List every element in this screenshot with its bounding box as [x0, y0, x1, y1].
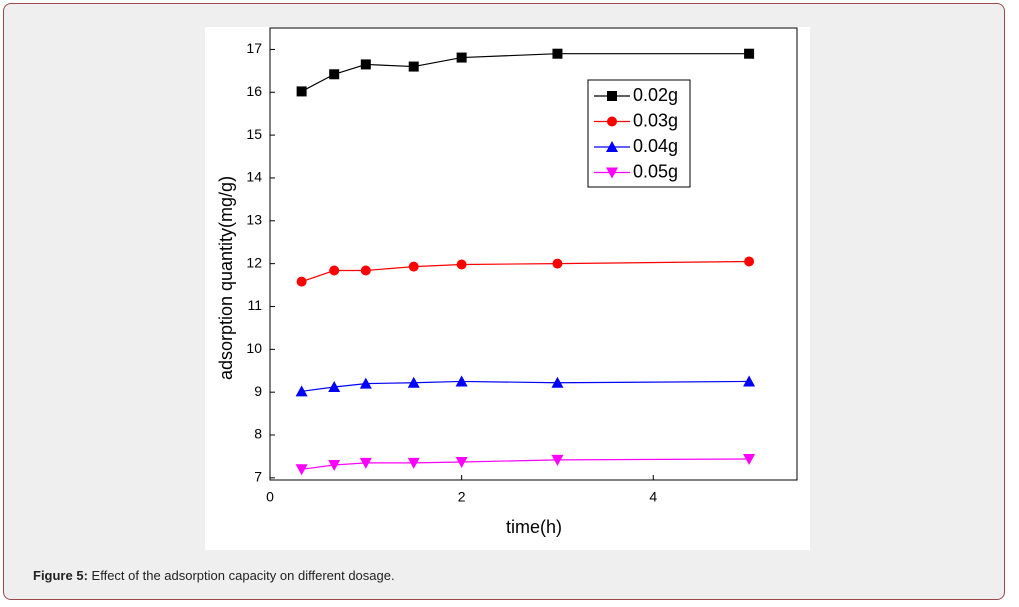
y-tick-label: 13	[246, 211, 262, 227]
data-point	[552, 258, 563, 269]
data-point	[407, 457, 420, 469]
data-point	[295, 464, 308, 476]
x-tick-label: 2	[458, 489, 466, 505]
data-point	[360, 59, 371, 70]
y-tick-label: 9	[254, 383, 262, 399]
caption: Figure 5: Effect of the adsorption capac…	[33, 568, 395, 583]
y-tick-label: 12	[246, 254, 262, 270]
y-axis-label: adsorption quantity(mg/g)	[216, 176, 236, 380]
data-point	[455, 457, 468, 469]
legend-marker	[606, 167, 618, 179]
y-tick-label: 17	[246, 40, 262, 56]
data-point	[455, 375, 468, 387]
data-point	[743, 375, 756, 387]
data-point	[360, 265, 371, 276]
caption-text: Effect of the adsorption capacity on dif…	[91, 568, 395, 583]
x-tick-label: 4	[649, 489, 657, 505]
legend-box	[587, 79, 691, 188]
legend-marker	[607, 91, 617, 101]
chart: time(h) adsorption quantity(mg/g) 7 8 9 10 1…	[205, 27, 810, 550]
data-point	[328, 460, 341, 472]
x-tick-label: 0	[266, 489, 274, 505]
legend-label: 0.03g	[633, 110, 678, 130]
data-point	[744, 256, 755, 267]
legend-marker	[606, 141, 618, 152]
data-point	[295, 385, 308, 397]
data-point	[328, 381, 341, 393]
data-point	[551, 376, 564, 388]
data-point	[407, 376, 420, 388]
data-point	[551, 454, 564, 466]
y-tick-label: 14	[246, 169, 262, 185]
data-point	[456, 52, 467, 63]
data-point	[743, 454, 756, 466]
data-point	[408, 61, 419, 72]
data-point	[359, 457, 372, 469]
y-tick-label: 15	[246, 126, 262, 142]
legend-label: 0.05g	[633, 161, 678, 181]
y-tick-label: 11	[247, 297, 262, 313]
legend-label: 0.02g	[633, 85, 678, 105]
data-point	[744, 48, 755, 59]
caption-label: Figure 5:	[33, 568, 88, 583]
y-tick-label: 10	[246, 340, 262, 356]
y-tick-label: 16	[246, 83, 262, 99]
y-tick-label: 7	[254, 469, 262, 485]
legend-marker	[607, 116, 617, 127]
plot-frame	[269, 27, 798, 481]
data-point	[329, 69, 340, 80]
data-point	[552, 48, 563, 59]
legend-label: 0.04g	[633, 136, 678, 156]
data-point	[296, 86, 307, 97]
x-axis-label: time(h)	[506, 517, 562, 537]
data-point	[329, 265, 340, 276]
y-tick-label: 8	[254, 426, 262, 442]
data-point	[408, 261, 419, 272]
data-point	[296, 276, 307, 287]
data-point	[359, 377, 372, 389]
data-point	[456, 259, 467, 270]
